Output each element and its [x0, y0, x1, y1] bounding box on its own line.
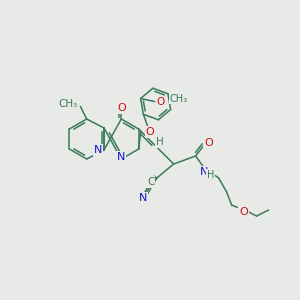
- Text: N: N: [94, 145, 102, 155]
- Text: H: H: [207, 170, 214, 180]
- Text: O: O: [117, 103, 126, 113]
- Text: CH₃: CH₃: [58, 100, 77, 110]
- Text: CH₃: CH₃: [169, 94, 188, 103]
- Text: O: O: [146, 127, 154, 137]
- Text: N: N: [200, 167, 208, 177]
- Text: H: H: [156, 137, 164, 147]
- Text: N: N: [117, 152, 125, 162]
- Text: N: N: [139, 193, 147, 203]
- Text: C: C: [147, 177, 154, 187]
- Text: O: O: [204, 138, 213, 148]
- Text: O: O: [157, 97, 165, 106]
- Text: O: O: [239, 207, 248, 217]
